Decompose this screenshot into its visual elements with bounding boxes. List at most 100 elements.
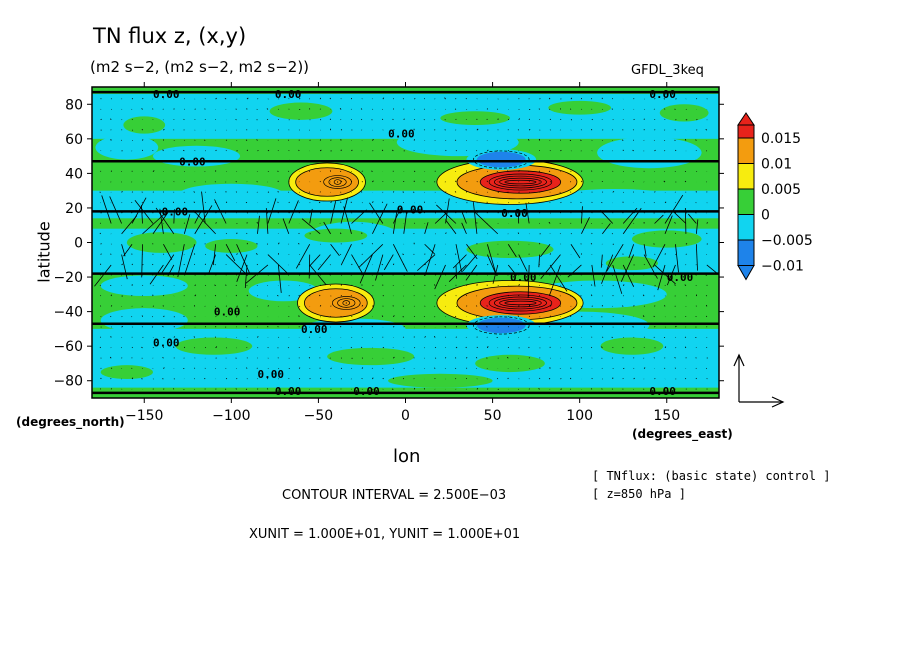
vector-arrow [235,284,237,286]
vector-arrow [694,159,697,162]
vector-arrow [444,326,446,328]
vector-arrow [319,149,322,152]
vector-arrow [653,357,655,359]
vector-arrow [372,139,374,141]
vector-arrow [256,367,258,369]
vector-arrow [371,170,373,172]
vector-arrow [694,273,697,276]
vector-arrow [235,181,237,183]
vector-arrow [591,264,596,287]
vector-arrow [173,357,175,359]
vector-arrow [298,315,300,317]
vector-arrow [340,201,342,203]
vector-arrow [101,195,112,224]
vector-arrow [402,336,405,338]
y-tick-label: 40 [65,166,83,182]
axes: 80 60 40 20 0 −20 −40 −60 −80 −150 −100 −50 0 50 100 15… [53,82,724,424]
vector-arrow [194,205,213,235]
vector-arrow [267,198,277,224]
vector-arrow [602,129,604,131]
vector-arrow [653,315,655,318]
colorbar-cap-top [737,112,755,126]
positive-center [295,167,359,197]
vector-arrow [392,244,408,272]
vector-arrow [560,201,562,204]
vector-arrow [580,139,582,141]
vector-arrow [372,222,374,224]
vector-arrow [308,356,311,359]
vector-arrow [383,254,394,271]
x-tick-label: 100 [566,408,593,424]
vector-arrow [664,305,666,307]
vector-arrow [518,191,520,193]
vector-arrow [392,207,402,224]
vector-arrow [486,326,488,328]
negative-patch [597,137,702,169]
vector-arrow [590,346,593,349]
contour-line [488,173,553,191]
vector-arrow [434,346,437,349]
vector-arrow [194,284,196,286]
vector-arrow [454,108,457,110]
vector-arrow [267,305,269,307]
vector-arrow [183,315,185,318]
positive-patch [304,228,368,243]
vector-arrow [549,253,551,255]
vector-arrow [350,160,352,162]
vector-arrow [246,149,249,152]
vector-arrow [172,201,175,204]
vector-arrow [266,160,269,162]
vector-arrow [351,254,364,276]
vector-arrow [236,232,238,235]
vector-arrow [99,232,101,235]
vector-arrow [581,180,583,183]
vector-arrow [382,232,384,235]
vector-arrow [445,149,447,152]
vector-arrow [601,346,603,349]
vector-arrow [487,346,489,349]
vector-arrow [560,378,562,380]
vector-arrow [215,274,217,276]
vector-arrow [339,170,342,172]
x-axis-label: lon [393,446,421,467]
vector-arrow [288,159,291,162]
vector-arrow [436,204,457,224]
vector-arrow [340,180,343,183]
vector-arrow [402,98,405,100]
vector-arrow [518,170,520,172]
vector-arrow [675,325,677,328]
contour-label: 0.00 [510,271,537,284]
flux-vectors [94,97,719,390]
vector-arrow [246,367,248,369]
vector-arrow [149,264,164,285]
vector-arrow [581,217,590,235]
vector-arrow [393,129,395,131]
vector-arrow [204,346,207,349]
vector-arrow [298,97,301,100]
vector-arrow [267,118,269,121]
vector-arrow [591,305,593,307]
vector-arrow [361,367,364,369]
vector-arrow [163,367,165,369]
contour-label: 0.00 [649,385,676,398]
vector-arrow [100,253,102,255]
vector-arrow [256,139,258,141]
vector-arrow [434,284,436,286]
vector-arrow [632,149,634,152]
vector-arrow [590,325,593,328]
vector-arrow [225,377,228,380]
vector-arrow [369,202,384,224]
vector-arrow [454,378,457,380]
vector-arrow [684,378,687,380]
contour-label: 0.00 [179,155,206,168]
vector-arrow [465,129,467,131]
vector-arrow [518,283,520,286]
vector-arrow [434,274,437,276]
colorbar-label: −0.01 [761,259,804,275]
vector-arrow [319,294,321,297]
vector-arrow [549,129,551,131]
vector-arrow [278,129,280,131]
vector-arrow [330,305,332,307]
positive-patch [631,230,702,248]
vector-arrow [193,191,196,193]
